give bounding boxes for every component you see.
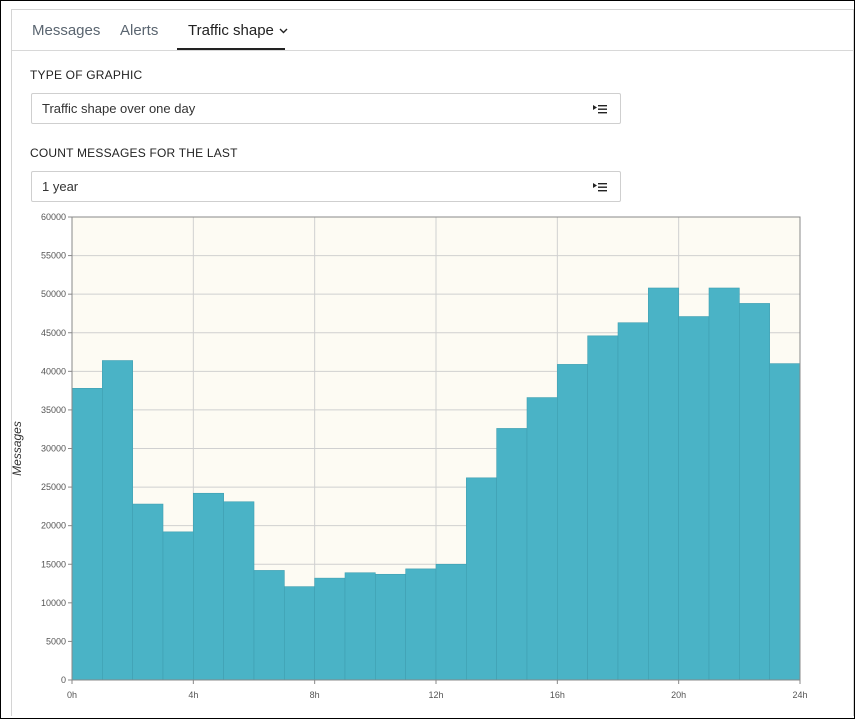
bar [71,388,103,681]
y-tick-label: 5000 [46,636,66,646]
tab-traffic-shape[interactable]: Traffic shape [188,22,288,40]
x-tick-label: 24h [792,690,807,700]
list-icon [592,180,608,198]
bar [223,501,255,681]
bar [314,577,346,681]
bar [405,568,437,681]
tab-traffic-shape-label: Traffic shape [188,22,274,39]
panel: Messages Alerts Traffic shape [11,9,854,716]
x-tick-label: 16h [550,690,565,700]
bar [375,573,406,681]
y-tick-label: 40000 [41,366,66,376]
bar [648,287,679,681]
bar [739,303,770,681]
y-tick-label: 55000 [41,251,66,261]
bar [284,586,315,681]
bar [557,364,588,681]
tab-messages[interactable]: Messages [32,22,101,39]
bar [344,572,376,681]
y-tick-label: 30000 [41,444,66,454]
y-tick-label: 35000 [41,405,66,415]
bar [587,335,619,681]
y-tick-label: 20000 [41,521,66,531]
type-of-graphic-select[interactable]: Traffic shape over one day [31,93,621,124]
x-tick-label: 0h [67,690,77,700]
bar [708,287,740,681]
bar [132,503,164,681]
chevron-down-icon [279,21,288,38]
type-of-graphic-label: TYPE OF GRAPHIC [30,68,143,82]
x-tick-label: 4h [188,690,198,700]
list-icon [592,102,608,120]
bar [617,322,649,681]
y-tick-label: 25000 [41,482,66,492]
x-tick-label: 20h [671,690,686,700]
bar [496,428,528,681]
y-tick-label: 60000 [41,212,66,222]
bar [769,363,801,681]
x-tick-label: 12h [428,690,443,700]
bar [526,397,558,681]
tab-bar: Messages Alerts Traffic shape [12,10,853,51]
y-tick-label: 0 [61,675,66,685]
y-tick-label: 45000 [41,328,66,338]
count-messages-select[interactable]: 1 year [31,171,621,202]
y-tick-label: 10000 [41,598,66,608]
bar [678,316,710,681]
type-of-graphic-value: Traffic shape over one day [42,101,196,116]
tab-alerts[interactable]: Alerts [120,22,159,39]
y-tick-label: 50000 [41,289,66,299]
bar [162,531,194,681]
bar [102,360,133,681]
bar [193,492,224,681]
count-messages-value: 1 year [42,179,79,194]
y-axis-label: Messages [10,421,24,476]
bar [253,570,285,681]
x-tick-label: 8h [310,690,320,700]
y-tick-label: 15000 [41,559,66,569]
count-messages-label: COUNT MESSAGES FOR THE LAST [30,146,238,160]
active-tab-indicator [177,48,285,50]
bar [466,477,497,681]
bar [435,563,467,681]
